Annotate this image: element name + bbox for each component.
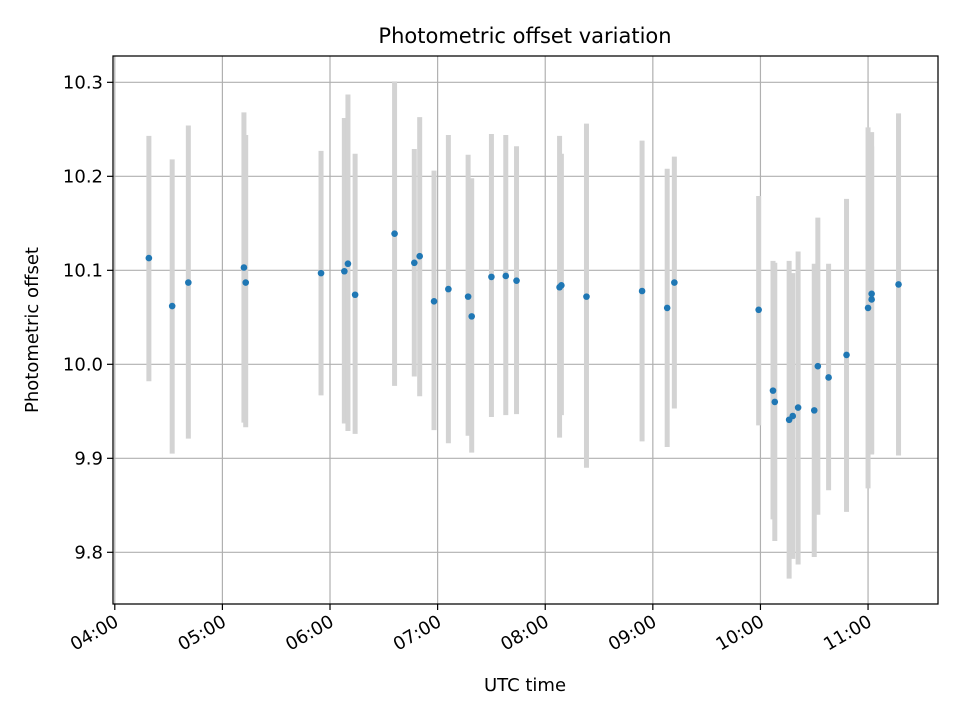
data-point	[868, 296, 875, 303]
data-point	[242, 279, 250, 286]
y-axis-label: Photometric offset	[22, 247, 43, 413]
data-point	[168, 302, 176, 310]
data-point	[391, 230, 398, 237]
data-point	[464, 293, 472, 300]
data-point	[416, 252, 423, 260]
data-point	[445, 285, 452, 293]
data-point	[789, 412, 797, 420]
data-point	[502, 272, 510, 280]
data-point	[794, 404, 802, 411]
data-point	[583, 293, 590, 300]
data-point	[430, 298, 438, 305]
data-point	[351, 291, 359, 299]
data-point	[317, 269, 325, 277]
data-point	[814, 362, 822, 370]
data-point	[825, 374, 832, 381]
data-point	[769, 387, 777, 394]
data-point	[341, 267, 348, 275]
y-tick-label: 10.3	[63, 72, 103, 93]
data-point	[488, 273, 495, 281]
data-point	[240, 264, 248, 271]
data-point	[558, 282, 565, 289]
data-point	[864, 304, 872, 312]
data-point	[663, 304, 671, 312]
data-point	[344, 260, 352, 268]
y-axis: 9.8 9.9 10.0 10.1 10.2 10.3	[63, 72, 113, 563]
y-tick-label: 10.2	[63, 166, 103, 187]
data-point	[868, 290, 875, 298]
x-axis-label: UTC time	[484, 675, 566, 696]
plot-frame	[112, 55, 939, 605]
data-point	[755, 306, 762, 314]
data-point	[468, 313, 475, 320]
data-point	[771, 398, 779, 406]
data-point	[895, 281, 902, 288]
data-point	[638, 287, 646, 295]
data-point	[185, 279, 192, 286]
y-tick-label: 10.1	[63, 260, 103, 281]
data-point	[810, 407, 818, 414]
y-tick-label: 9.9	[74, 448, 103, 469]
y-tick-label: 9.8	[74, 542, 103, 563]
data-point	[145, 254, 153, 262]
y-tick-label: 10.0	[63, 354, 103, 375]
chart-title: Photometric offset variation	[378, 24, 671, 48]
data-point	[843, 351, 850, 359]
data-point	[513, 277, 520, 284]
data-point	[411, 259, 418, 267]
data-point	[671, 279, 678, 286]
data-points	[145, 230, 902, 424]
